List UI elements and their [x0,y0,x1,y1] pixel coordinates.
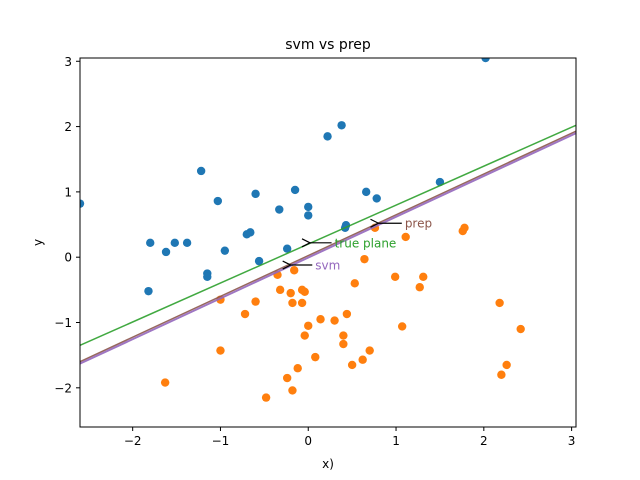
svm-annotation-label: svm [315,259,340,273]
data-point-class-b [347,360,357,370]
data-point-class-a [146,238,155,248]
data-point-class-a [196,166,206,176]
data-point-class-a [304,202,313,212]
chart-title: svm vs prep [285,37,371,53]
data-point-class-b [304,321,313,330]
data-point-class-b [365,346,374,355]
data-point-class-b [339,339,348,349]
plot-area [80,58,576,402]
x-tick-label: −2 [124,434,142,448]
data-point-class-b [390,272,400,281]
axes: prep true plane svm −2 −1 0 1 2 3 −2 −1 0 1 2 3 [54,55,575,448]
true-plane-annotation-label: true plane [335,236,397,250]
y-tick-label: −1 [54,316,72,330]
data-point-class-b [300,287,309,297]
data-point-class-b [300,331,309,340]
data-point-class-a [323,132,332,141]
data-point-class-b [282,373,292,383]
y-tick-label: −2 [54,381,72,395]
x-tick-label: 2 [480,434,488,448]
data-point-class-b [497,370,506,379]
data-point-class-a [361,187,371,197]
data-point-class-b [216,346,225,355]
y-tick-label: 3 [64,55,72,69]
data-point-class-b [495,298,504,308]
x-axis-label: x) [322,457,334,471]
true-plane-line [80,124,576,347]
data-point-class-b [350,279,359,288]
x-tick-label: 3 [568,434,576,448]
x-tick-label: −1 [212,434,230,448]
x-tick-label: 0 [304,434,312,448]
data-point-class-a [341,220,351,230]
y-tick-label: 1 [64,185,72,199]
data-point-class-a [80,199,85,208]
data-point-class-b [293,364,302,373]
data-point-class-b [240,309,250,319]
data-point-class-b [275,285,285,295]
data-point-class-a [170,238,180,248]
data-point-class-b [360,254,369,264]
data-point-class-a [203,272,212,281]
data-point-class-b [160,378,170,387]
data-point-class-b [415,283,424,292]
data-point-class-b [502,360,511,370]
svm-line [80,132,576,365]
data-point-class-a [304,211,313,220]
data-point-class-b [288,298,297,308]
prep-annotation-label: prep [405,217,432,231]
y-axis-label: y [31,239,45,246]
data-point-class-b [316,315,325,324]
data-point-class-b [261,393,271,402]
plot-frame [79,57,577,428]
data-point-class-b [297,298,307,308]
data-point-class-b [330,316,339,325]
data-point-class-b [358,355,367,364]
data-point-class-b [460,223,469,233]
data-point-class-b [516,324,525,334]
data-point-class-a [246,228,255,237]
data-point-class-a [182,238,192,248]
data-point-class-a [275,205,284,214]
data-point-class-b [251,297,260,306]
data-point-class-b [419,272,428,281]
x-tick-label: 1 [392,434,400,448]
data-point-class-b [342,309,352,319]
data-point-class-b [397,322,407,331]
data-point-class-a [251,189,260,199]
data-point-class-b [401,232,410,242]
data-point-class-a [254,256,264,266]
data-point-class-b [339,331,348,340]
data-point-class-a [372,194,381,203]
data-point-class-b [311,352,320,362]
data-point-class-b [290,266,299,275]
data-point-class-a [290,185,300,195]
prep-line [80,130,576,363]
data-point-class-a [337,121,346,130]
data-point-class-a [481,58,490,63]
data-point-class-a [213,196,223,206]
data-point-class-a [161,247,171,257]
data-point-class-a [282,244,292,253]
data-point-class-a [144,286,153,296]
data-point-class-b [286,288,295,298]
y-tick-label: 2 [64,120,72,134]
data-point-class-b [288,386,297,395]
data-point-class-a [220,246,230,255]
y-tick-label: 0 [64,251,72,265]
